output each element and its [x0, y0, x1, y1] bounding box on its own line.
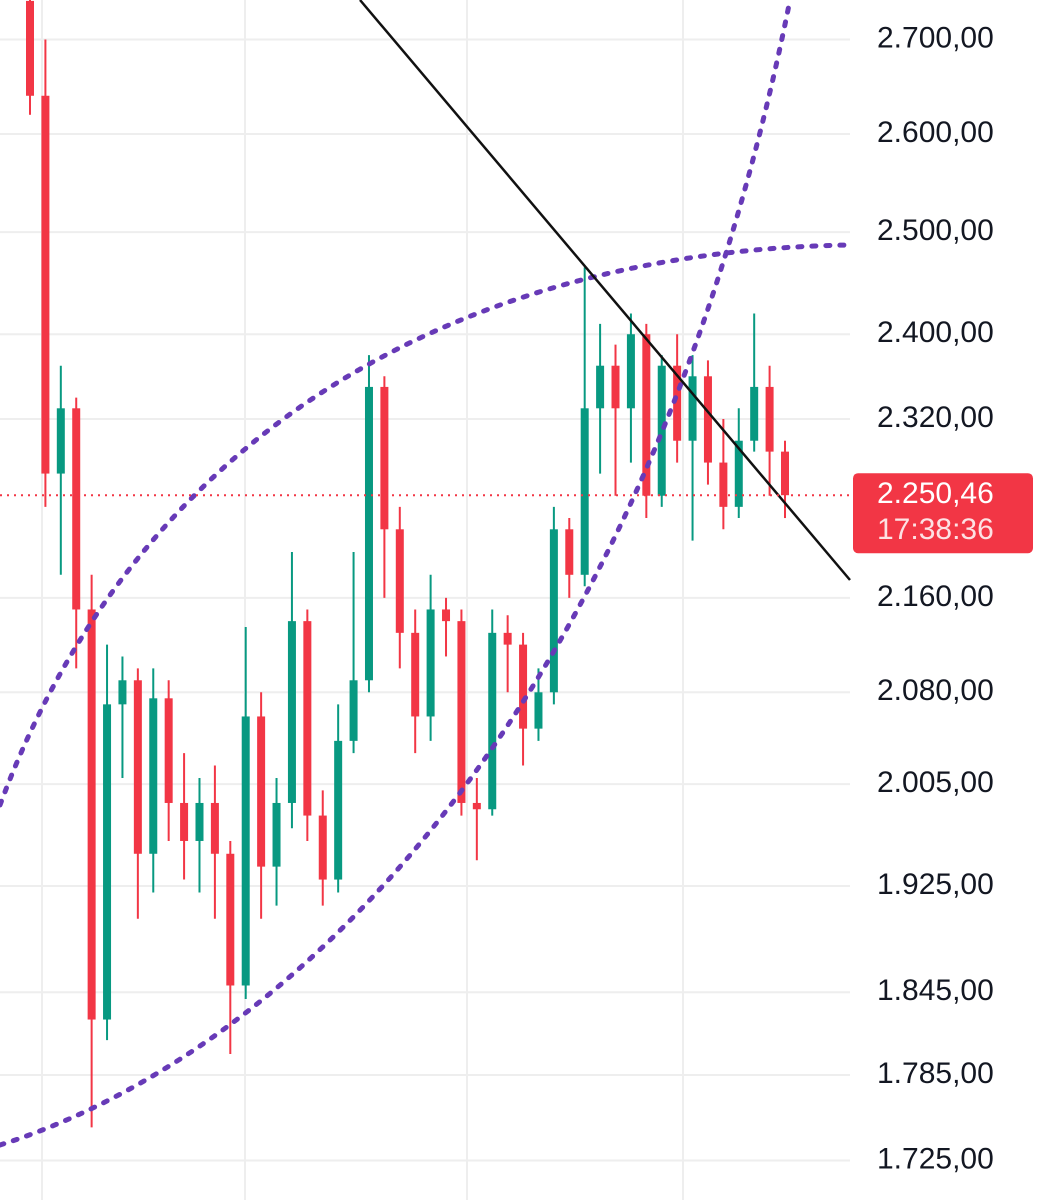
candle-body — [781, 451, 789, 496]
candle-body — [750, 386, 759, 441]
candle-body — [673, 365, 682, 441]
candle-body — [272, 802, 281, 867]
candle-body — [688, 376, 697, 441]
y-tick-label: 2.005,00 — [877, 766, 994, 799]
y-tick-label: 1.845,00 — [877, 974, 994, 1007]
candle-body — [549, 529, 558, 693]
y-tick-label: 2.700,00 — [877, 21, 994, 54]
y-tick-label: 1.925,00 — [877, 868, 994, 901]
candle-body — [241, 716, 250, 986]
candle-body — [103, 704, 112, 1020]
candle-body — [503, 632, 512, 645]
y-tick-label: 2.600,00 — [877, 116, 994, 149]
candle-body — [565, 529, 574, 575]
candle-body — [72, 408, 81, 610]
price-axis: 2.700,00 2.600,00 2.500,00 2.400,00 2.320,00… — [877, 21, 994, 1175]
candle-body — [426, 609, 435, 717]
trend-line — [359, 0, 851, 581]
drawings — [0, 0, 853, 1148]
candle-body — [133, 680, 142, 854]
vertical-grid — [41, 0, 684, 1200]
y-tick-label: 1.725,00 — [877, 1142, 994, 1175]
candle-body — [534, 692, 543, 729]
candle-body — [411, 632, 420, 717]
ellipse-arc — [0, 0, 793, 1148]
candle-body — [210, 802, 219, 854]
ellipse-arc — [0, 242, 853, 808]
y-tick-label: 2.320,00 — [877, 401, 994, 434]
candle-body — [118, 680, 127, 705]
candle-body — [703, 376, 712, 463]
candle-body — [257, 716, 266, 867]
candle-body — [364, 386, 373, 681]
candle-body — [472, 802, 481, 810]
candle-body — [519, 644, 528, 729]
horizontal-grid — [0, 38, 850, 1162]
candle-body — [719, 462, 728, 507]
candle-body — [657, 365, 666, 496]
candle-body — [349, 680, 358, 741]
candle-body — [195, 802, 204, 841]
candle-body — [442, 609, 451, 622]
candle-body — [318, 815, 327, 880]
last-price-label: 2.250,46 — [877, 477, 994, 510]
candle-body — [56, 408, 65, 474]
candles — [26, 0, 789, 1128]
y-tick-label: 1.785,00 — [877, 1057, 994, 1090]
candle-body — [580, 408, 589, 575]
candle-body — [596, 365, 605, 409]
candle-body — [180, 802, 189, 841]
candle-body — [734, 440, 743, 507]
y-tick-label: 2.400,00 — [877, 316, 994, 349]
candle-body — [334, 740, 343, 880]
candle-body — [380, 386, 389, 530]
y-tick-label: 2.080,00 — [877, 674, 994, 707]
candle-body — [457, 621, 466, 803]
y-tick-label: 2.160,00 — [877, 580, 994, 613]
candle-body — [87, 609, 96, 1020]
candle-body — [303, 621, 312, 816]
candle-body — [395, 529, 404, 633]
candle-body — [226, 853, 235, 986]
candle-body — [642, 334, 651, 496]
candle-body — [164, 698, 173, 803]
candle-body — [287, 621, 296, 803]
y-tick-label: 2.500,00 — [877, 214, 994, 247]
candle-body — [26, 0, 34, 96]
countdown-label: 17:38:36 — [877, 513, 994, 546]
candle-body — [626, 334, 635, 409]
candle-body — [765, 386, 774, 452]
candle-body — [488, 632, 497, 810]
candle-body — [149, 698, 158, 854]
candle-body — [611, 365, 620, 409]
last-price-badge — [853, 473, 1033, 554]
candle-body — [41, 95, 50, 474]
